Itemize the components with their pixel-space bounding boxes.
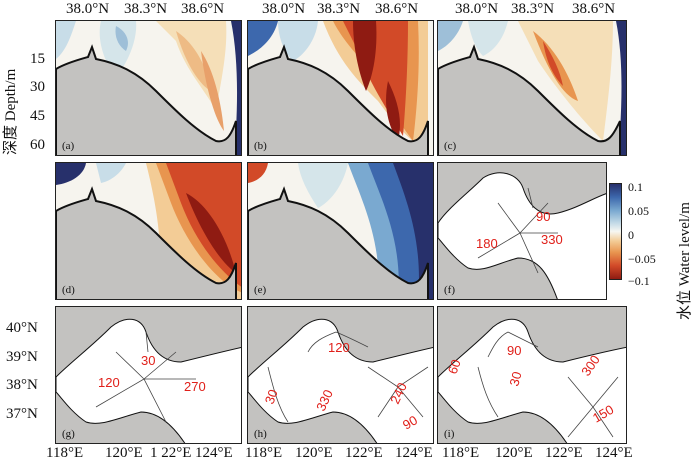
bottom-lon-label-3b: 120°E [495,445,533,461]
lat-tick-37: 37°N [6,406,38,422]
top-lat-label-2c: 38.6°N [375,1,419,17]
lat-tick-40: 40°N [6,320,38,336]
panel-b: (b) [247,20,434,156]
top-lat-label-3b: 38.3°N [511,1,555,17]
depth-tick-60: 60 [30,137,45,153]
panel-e: (e) [247,162,434,300]
panel-e-label: (e) [254,284,267,296]
colorbar-tick-4: −0.1 [628,274,650,288]
contour-f-180: 180 [476,236,498,251]
panel-f-label: (f) [444,284,455,296]
panel-d: (d) [55,162,242,300]
lat-tick-38: 38°N [6,377,38,393]
contour-g-270: 270 [184,379,206,394]
top-lat-label-2a: 38.0°N [262,1,306,17]
colorbar-title: 水位 Water level/m [677,202,693,320]
colorbar [609,183,622,280]
contour-h-30: 30 [262,387,281,406]
panel-g-label: (g) [62,428,75,440]
top-lat-label-1a: 38.0°N [66,1,110,17]
colorbar-tick-3: −0.05 [628,252,656,266]
bottom-lon-label-3d: 124°E [595,445,633,461]
bottom-lon-label-1c: 1 22°E [150,445,192,461]
panel-c: (c) [437,20,627,156]
bottom-lon-label-1b: 120°E [105,445,143,461]
panel-b-label: (b) [254,140,267,152]
contour-f-330: 330 [541,232,563,247]
depth-axis-title: 深度 Depth/m [3,68,19,155]
panel-h-label: (h) [254,428,267,440]
panel-h: 120 30 330 240 90 (h) [247,306,434,444]
contour-i-60: 60 [445,357,464,376]
depth-tick-15: 15 [30,51,45,67]
bottom-lon-label-2d: 124°E [395,445,433,461]
panel-f: 90 180 330 (f) [437,162,607,300]
top-lat-label-1b: 38.3°N [124,1,168,17]
lat-tick-39: 39°N [6,349,38,365]
contour-g-120: 120 [98,375,120,390]
bottom-lon-label-1a: 118°E [46,445,84,461]
contour-f-90: 90 [536,209,550,224]
panel-a: (a) [55,20,242,156]
top-lat-label-3c: 38.6°N [572,1,616,17]
top-lat-label-1c: 38.6°N [181,1,225,17]
panel-i: 90 60 30 300 150 (i) [437,306,627,444]
contour-i-90: 90 [507,343,521,358]
bottom-lon-label-2c: 122°E [345,445,383,461]
panel-g: 30 120 270 (g) [55,306,242,444]
contour-h-90: 90 [400,412,420,432]
bottom-lon-label-1d: 124°E [195,445,233,461]
depth-tick-30: 30 [30,79,45,95]
panel-a-label: (a) [62,140,75,152]
top-lat-label-3a: 38.0°N [455,1,499,17]
panel-i-label: (i) [444,428,455,440]
top-lat-label-2b: 38.3°N [317,1,361,17]
contour-i-30: 30 [506,370,524,388]
bottom-lon-label-3a: 118°E [442,445,480,461]
bottom-lon-label-2b: 120°E [295,445,333,461]
contour-g-30: 30 [141,353,155,368]
colorbar-tick-0: 0.1 [628,180,643,194]
colorbar-tick-2: 0 [628,228,634,242]
bottom-lon-label-2a: 118°E [245,445,283,461]
colorbar-tick-1: 0.05 [628,204,649,218]
depth-tick-45: 45 [30,108,45,124]
panel-d-label: (d) [62,284,75,296]
panel-c-label: (c) [444,140,457,152]
bottom-lon-label-3c: 122°E [545,445,583,461]
contour-h-120: 120 [328,340,350,355]
